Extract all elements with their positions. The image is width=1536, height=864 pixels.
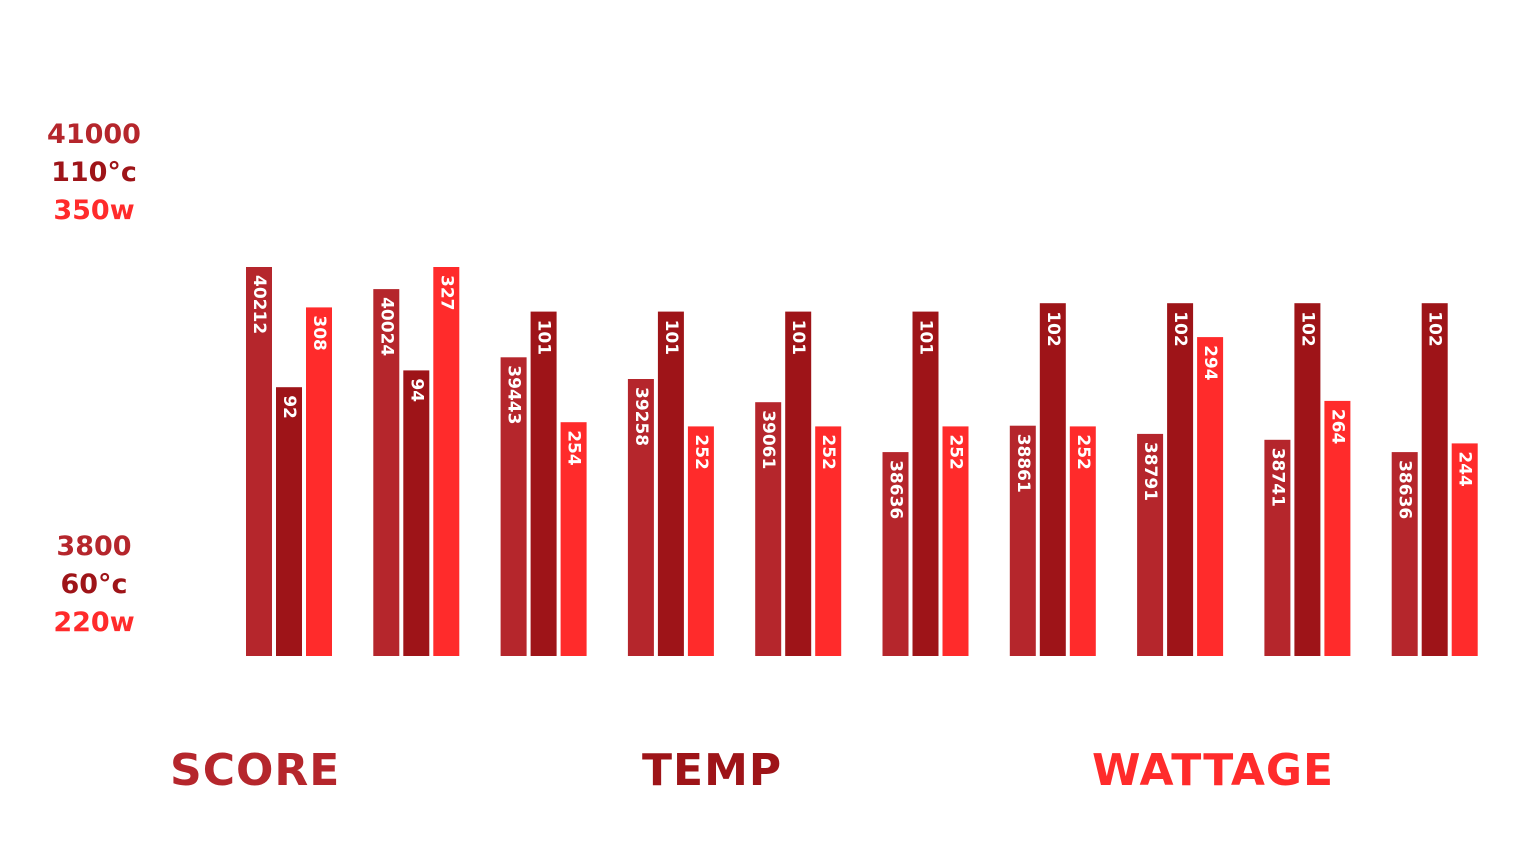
bar-score-9 [1264, 439, 1291, 656]
bar-score-3 [500, 357, 527, 656]
y-axis-top-labels: 41000 110°c 350w [24, 116, 164, 230]
bar-temp-4 [657, 311, 684, 656]
bar-temp-7 [1039, 303, 1066, 656]
bar-wattage-3 [560, 422, 587, 656]
data-label-score-1: 40212 [249, 275, 269, 334]
bar-score-1 [246, 267, 272, 656]
bar-temp-10 [1421, 303, 1448, 656]
data-label-temp-5: 101 [788, 320, 808, 356]
data-label-temp-9: 102 [1297, 311, 1317, 347]
data-label-temp-2: 94 [406, 378, 426, 402]
bar-wattage-10 [1451, 443, 1478, 656]
bar-wattage-9 [1324, 400, 1351, 656]
data-label-wattage-8: 294 [1200, 345, 1220, 381]
data-label-score-6: 38636 [886, 460, 906, 519]
data-label-score-9: 38741 [1267, 448, 1287, 507]
y-axis-bottom-labels: 3800 60°c 220w [24, 528, 164, 642]
data-label-wattage-1: 308 [309, 315, 329, 351]
data-label-score-4: 39258 [631, 387, 651, 446]
bar-temp-5 [785, 311, 812, 656]
legend-score: SCORE [170, 745, 341, 796]
bar-score-2 [373, 289, 400, 656]
bar-temp-9 [1294, 303, 1321, 656]
bar-wattage-8 [1197, 337, 1224, 656]
data-label-score-3: 39443 [504, 365, 524, 424]
bar-temp-8 [1167, 303, 1194, 656]
bar-score-8 [1137, 433, 1164, 656]
y-axis-bottom-temp: 60°c [60, 569, 128, 600]
y-axis-top-score: 41000 [47, 119, 141, 150]
data-label-temp-1: 92 [279, 395, 299, 419]
data-label-wattage-5: 252 [818, 434, 838, 470]
bar-temp-3 [530, 311, 557, 656]
data-label-wattage-4: 252 [691, 434, 711, 470]
bar-wattage-6 [942, 426, 969, 656]
bar-score-7 [1009, 425, 1036, 656]
data-label-temp-4: 101 [661, 320, 681, 356]
legend-temp: TEMP [642, 745, 783, 796]
bar-temp-2 [403, 370, 430, 656]
bar-wattage-4 [687, 426, 714, 656]
data-label-wattage-2: 327 [436, 275, 456, 311]
data-label-temp-10: 102 [1425, 311, 1445, 347]
data-label-wattage-7: 252 [1073, 434, 1093, 470]
data-label-wattage-9: 264 [1327, 409, 1347, 445]
bar-score-4 [627, 379, 654, 656]
bar-score-5 [755, 402, 782, 656]
data-label-score-8: 38791 [1140, 442, 1160, 501]
bar-temp-1 [276, 387, 302, 656]
data-label-temp-7: 102 [1043, 311, 1063, 347]
legend-wattage: WATTAGE [1092, 745, 1335, 796]
y-axis-bottom-score: 3800 [56, 531, 132, 562]
y-axis-top-wattage: 350w [53, 195, 135, 226]
data-label-temp-8: 102 [1170, 311, 1190, 347]
data-label-score-7: 38861 [1013, 434, 1033, 493]
data-label-temp-3: 101 [534, 320, 554, 356]
data-label-score-2: 40024 [376, 297, 396, 356]
data-label-score-10: 38636 [1395, 460, 1415, 519]
data-label-score-5: 39061 [758, 410, 778, 469]
bar-score-6 [882, 452, 909, 656]
bar-wattage-5 [815, 426, 842, 656]
bar-wattage-7 [1069, 426, 1096, 656]
data-label-temp-6: 101 [916, 320, 936, 356]
data-label-wattage-10: 244 [1455, 451, 1475, 487]
bar-temp-6 [912, 311, 939, 656]
data-label-wattage-6: 252 [946, 434, 966, 470]
bar-score-10 [1391, 452, 1418, 656]
y-axis-bottom-wattage: 220w [53, 607, 135, 638]
bar-wattage-2 [433, 267, 460, 656]
data-label-wattage-3: 254 [564, 430, 584, 466]
y-axis-top-temp: 110°c [51, 157, 137, 188]
bar-wattage-1 [306, 307, 332, 656]
